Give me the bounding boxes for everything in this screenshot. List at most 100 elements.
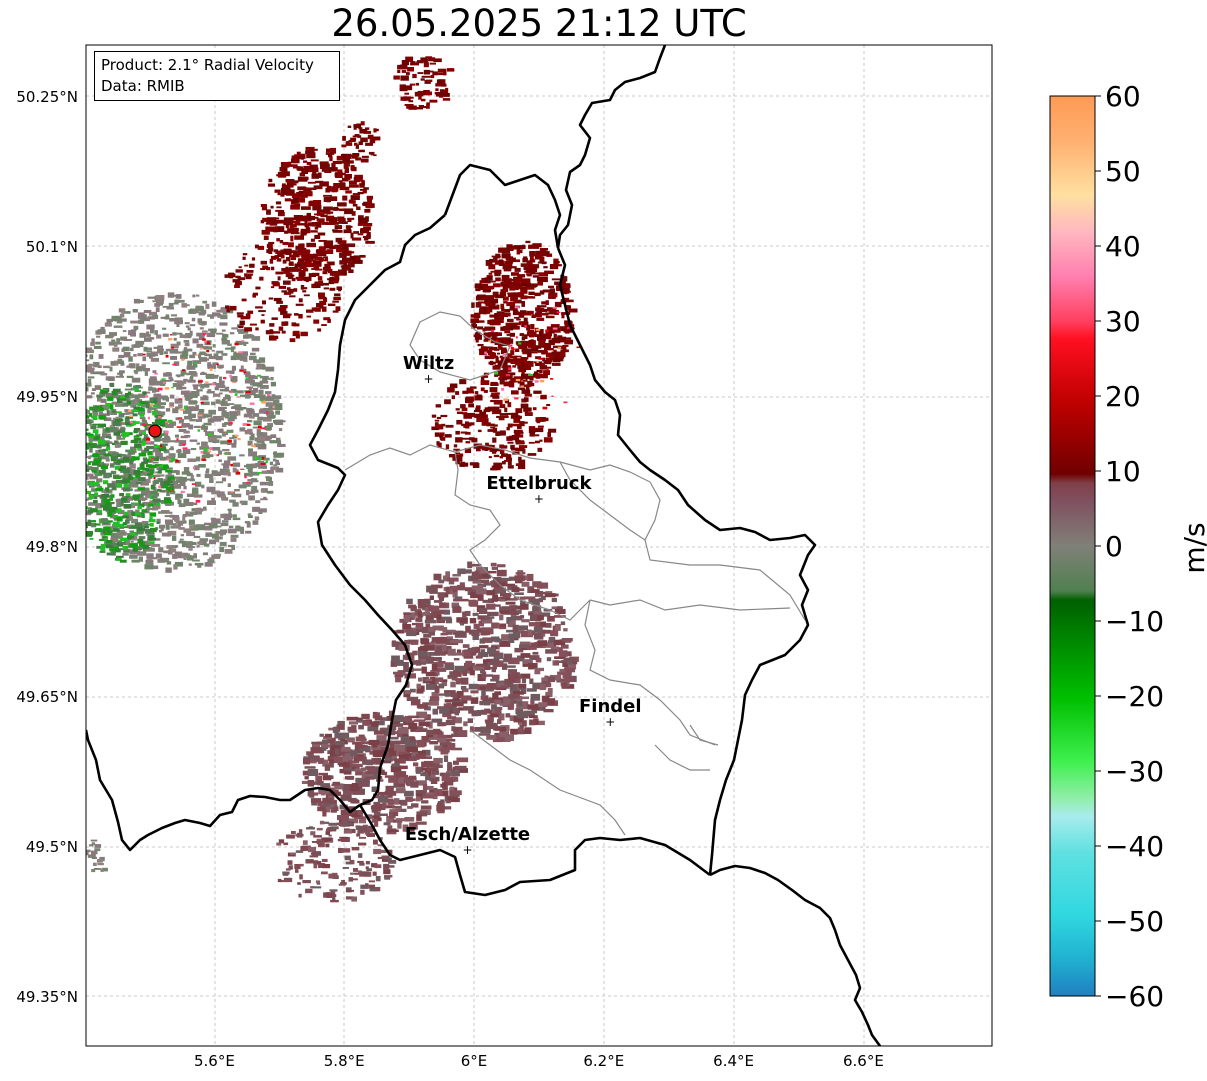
echo-pixel xyxy=(136,403,144,406)
echo-pixel xyxy=(154,464,163,467)
echo-pixel xyxy=(339,768,345,774)
echo-pixel xyxy=(318,292,325,298)
echo-pixel xyxy=(333,183,339,188)
echo-pixel xyxy=(523,321,528,327)
echo-pixel xyxy=(398,782,404,787)
echo-pixel xyxy=(551,362,561,366)
echo-pixel xyxy=(302,290,307,293)
echo-pixel xyxy=(132,495,140,500)
echo-pixel xyxy=(366,868,372,872)
echo-pixel xyxy=(470,576,476,580)
echo-pixel xyxy=(518,456,522,462)
echo-pixel xyxy=(341,848,351,853)
echo-pixel xyxy=(547,676,555,683)
echo-pixel xyxy=(324,764,331,771)
echo-pixel xyxy=(432,661,444,668)
echo-pixel xyxy=(353,868,358,872)
echo-pixel xyxy=(228,510,232,516)
echo-pixel xyxy=(553,639,566,646)
echo-pixel xyxy=(436,614,442,620)
echo-pixel xyxy=(480,632,488,636)
echo-pixel xyxy=(404,85,413,91)
echo-pixel xyxy=(235,275,241,279)
echo-pixel xyxy=(318,842,325,848)
echo-pixel xyxy=(306,152,316,159)
echo-pixel xyxy=(135,366,143,372)
echo-pixel xyxy=(207,500,216,505)
echo-pixel xyxy=(93,361,100,368)
echo-pixel xyxy=(529,245,537,248)
echo-pixel xyxy=(223,463,230,469)
echo-pixel xyxy=(416,811,428,817)
echo-pixel xyxy=(251,485,258,490)
echo-pixel xyxy=(337,169,343,175)
echo-pixel xyxy=(81,457,86,461)
echo-pixel xyxy=(490,383,499,386)
echo-pixel xyxy=(252,455,257,461)
echo-pixel xyxy=(494,313,504,320)
echo-pixel xyxy=(528,441,535,444)
echo-pixel xyxy=(198,354,202,359)
echo-pixel xyxy=(183,430,190,434)
echo-pixel xyxy=(521,336,526,341)
echo-pixel xyxy=(109,498,113,501)
echo-pixel xyxy=(111,339,116,342)
echo-pixel xyxy=(290,204,300,210)
echo-pixel xyxy=(277,443,286,447)
echo-pixel xyxy=(325,264,331,268)
echo-pixel xyxy=(299,266,307,270)
echo-pixel xyxy=(110,537,118,542)
echo-pixel xyxy=(243,341,247,346)
echo-pixel xyxy=(519,381,525,387)
echo-pixel xyxy=(166,492,170,497)
echo-pixel xyxy=(436,667,447,672)
echo-pixel xyxy=(462,390,469,394)
lon-tick-label: 5.8°E xyxy=(324,1052,365,1070)
echo-pixel xyxy=(234,528,243,532)
echo-pixel xyxy=(183,348,193,352)
echo-pixel xyxy=(165,408,171,412)
echo-pixel xyxy=(88,368,95,371)
echo-pixel xyxy=(188,400,197,405)
echo-pixel xyxy=(452,697,460,701)
echo-pixel xyxy=(509,621,514,626)
echo-pixel xyxy=(87,378,92,385)
echo-pixel xyxy=(91,462,100,466)
echo-pixel xyxy=(418,105,424,108)
echo-pixel xyxy=(344,167,349,174)
echo-pixel xyxy=(200,402,204,404)
echo-pixel xyxy=(86,442,91,447)
echo-pixel xyxy=(519,333,525,336)
echo-pixel xyxy=(350,800,360,804)
echo-pixel xyxy=(272,458,277,462)
echo-pixel xyxy=(538,318,545,321)
echo-pixel xyxy=(183,553,190,558)
echo-pixel xyxy=(296,832,303,838)
echo-pixel xyxy=(264,425,272,431)
echo-pixel xyxy=(146,469,154,472)
echo-pixel xyxy=(331,280,338,283)
echo-pixel xyxy=(410,641,419,645)
echo-pixel xyxy=(295,850,304,853)
echo-pixel xyxy=(165,469,173,473)
echo-pixel xyxy=(86,456,89,459)
echo-pixel xyxy=(189,511,197,515)
echo-pixel xyxy=(477,294,486,301)
echo-pixel xyxy=(343,770,352,775)
echo-pixel xyxy=(198,321,207,325)
echo-pixel xyxy=(317,801,323,807)
echo-pixel xyxy=(472,580,481,584)
echo-pixel xyxy=(543,361,552,365)
echo-pixel xyxy=(346,226,351,230)
echo-pixel xyxy=(447,577,459,582)
echo-pixel xyxy=(178,503,186,508)
echo-pixel xyxy=(526,331,537,337)
echo-pixel xyxy=(324,837,332,842)
echo-pixel xyxy=(266,243,273,248)
echo-pixel xyxy=(480,709,488,713)
echo-pixel xyxy=(342,257,348,261)
echo-pixel xyxy=(176,426,182,428)
echo-pixel xyxy=(535,254,543,260)
echo-pixel xyxy=(174,561,183,567)
echo-pixel xyxy=(192,351,197,356)
